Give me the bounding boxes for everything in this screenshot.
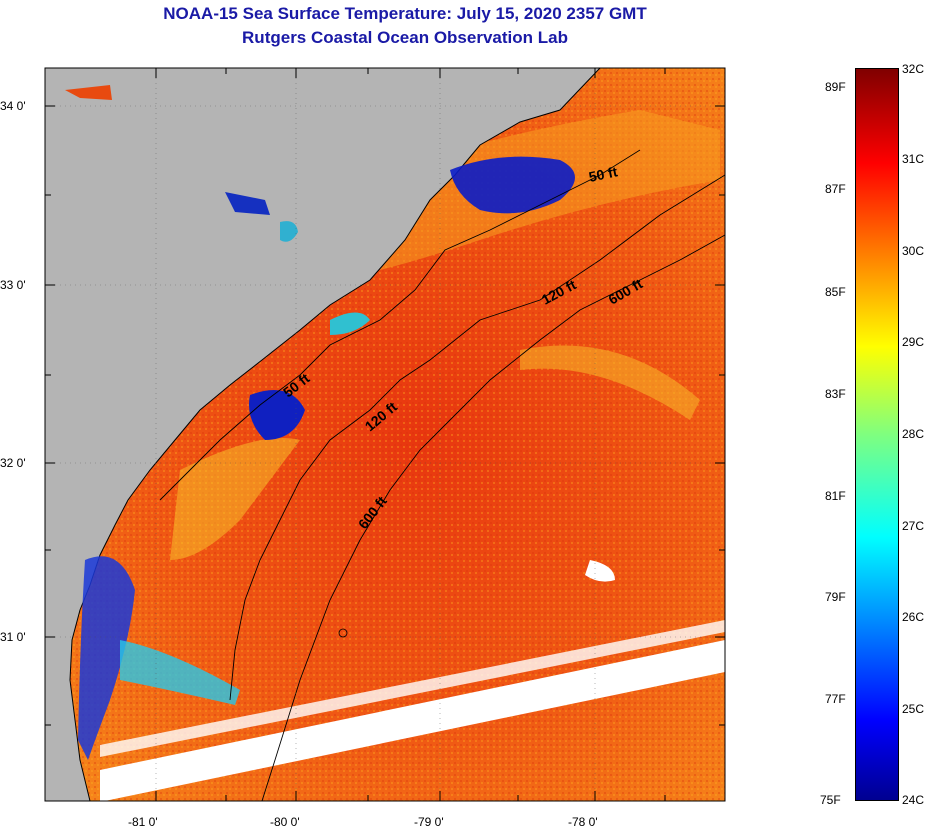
lat-label: 31 0' [0,630,26,644]
lon-label: -78 0' [568,815,598,829]
lon-label: -81 0' [128,815,158,829]
colorbar-c-label: 30C [902,244,925,258]
colorbar-c-label: 25C [902,702,925,716]
colorbar-c-label: 27C [902,519,925,533]
colorbar-f-label: 75F [820,793,841,807]
map-frame [44,67,726,802]
lon-label: -80 0' [270,815,300,829]
lat-label: 33 0' [0,278,26,292]
colorbar-f-label: 81F [825,489,846,503]
cloud-swath [100,640,725,801]
colorbar-c-label: 28C [902,427,925,441]
colorbar-f-label: 87F [825,182,846,196]
colorbar [855,68,899,801]
colorbar-f-label: 79F [825,590,846,604]
colorbar-c-label: 26C [902,610,925,624]
map-subtitle: Rutgers Coastal Ocean Observation Lab [242,28,568,47]
isobath-50ft [159,149,641,501]
colorbar-f-label: 77F [825,692,846,706]
colorbar-c-label: 24C [902,793,925,807]
lat-label: 32 0' [0,456,26,470]
isobath-120ft [229,174,725,701]
colorbar-f-label: 89F [825,80,846,94]
lon-label: -79 0' [414,815,444,829]
colorbar-c-label: 31C [902,152,925,166]
lat-label: 34 0' [0,99,26,113]
colorbar-c-label: 32C [902,62,925,76]
map-title: NOAA-15 Sea Surface Temperature: July 15… [163,4,647,23]
land [45,68,600,801]
isobath-label: 50 ft [587,163,619,185]
colorbar-f-label: 83F [825,387,846,401]
colorbar-f-label: 85F [825,285,846,299]
colorbar-c-label: 29C [902,335,925,349]
